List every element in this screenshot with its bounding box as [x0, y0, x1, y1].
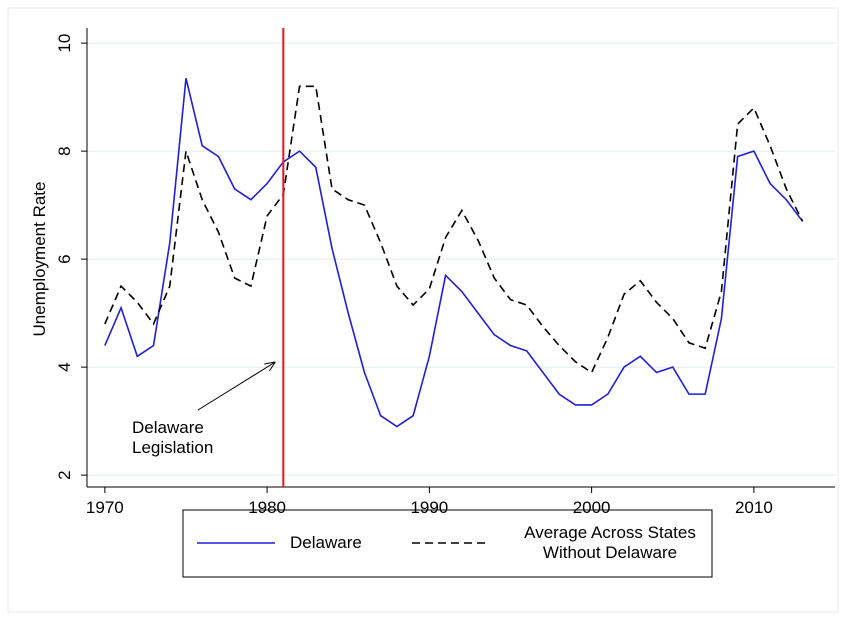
- annotation: Delaware Legislation: [132, 418, 214, 457]
- x-tick-label: 2000: [573, 498, 611, 517]
- y-tick-label: 8: [55, 146, 74, 155]
- y-axis-label: Unemployment Rate: [30, 182, 49, 337]
- y-tick-label: 6: [55, 254, 74, 263]
- y-tick-label: 4: [55, 362, 74, 371]
- annotation-arrow: [197, 361, 276, 411]
- legend-label: Delaware: [290, 533, 362, 552]
- series-line: [104, 78, 804, 428]
- y-tick-label: 10: [55, 34, 74, 53]
- annotation-arrowhead: [264, 361, 276, 372]
- y-tick-label: 2: [55, 470, 74, 479]
- x-tick-label: 1990: [410, 498, 448, 517]
- x-tick-label: 1970: [86, 498, 124, 517]
- x-tick-label: 1980: [248, 498, 286, 517]
- legend-label: Average Across States Without Delaware: [524, 523, 696, 562]
- x-tick-label: 2010: [735, 498, 773, 517]
- series-line: [104, 85, 804, 374]
